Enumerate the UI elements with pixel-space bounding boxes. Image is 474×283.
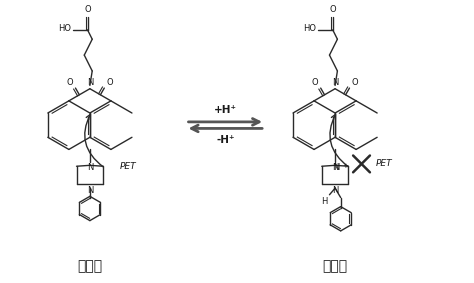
Text: HO: HO [58, 24, 71, 33]
FancyArrowPatch shape [85, 115, 103, 167]
Text: N: N [332, 186, 338, 195]
Text: N: N [332, 163, 338, 172]
Text: HO: HO [303, 24, 316, 33]
Text: N: N [87, 78, 93, 87]
Text: O: O [330, 5, 337, 14]
Text: +: + [342, 164, 348, 170]
Text: O: O [352, 78, 358, 87]
Text: O: O [85, 5, 91, 14]
FancyArrowPatch shape [330, 115, 348, 167]
Text: 强荧光: 强荧光 [322, 260, 347, 274]
Text: N: N [87, 163, 93, 172]
Text: O: O [312, 78, 319, 87]
Text: 无荧光: 无荧光 [77, 260, 102, 274]
Text: N: N [87, 186, 93, 195]
Text: H: H [321, 197, 328, 206]
Text: PET: PET [375, 159, 392, 168]
Text: N: N [333, 164, 339, 172]
Text: N: N [332, 78, 338, 87]
Text: PET: PET [119, 162, 136, 171]
Text: -H⁺: -H⁺ [216, 136, 235, 145]
Text: O: O [107, 78, 113, 87]
Text: O: O [66, 78, 73, 87]
Text: +H⁺: +H⁺ [214, 105, 237, 115]
